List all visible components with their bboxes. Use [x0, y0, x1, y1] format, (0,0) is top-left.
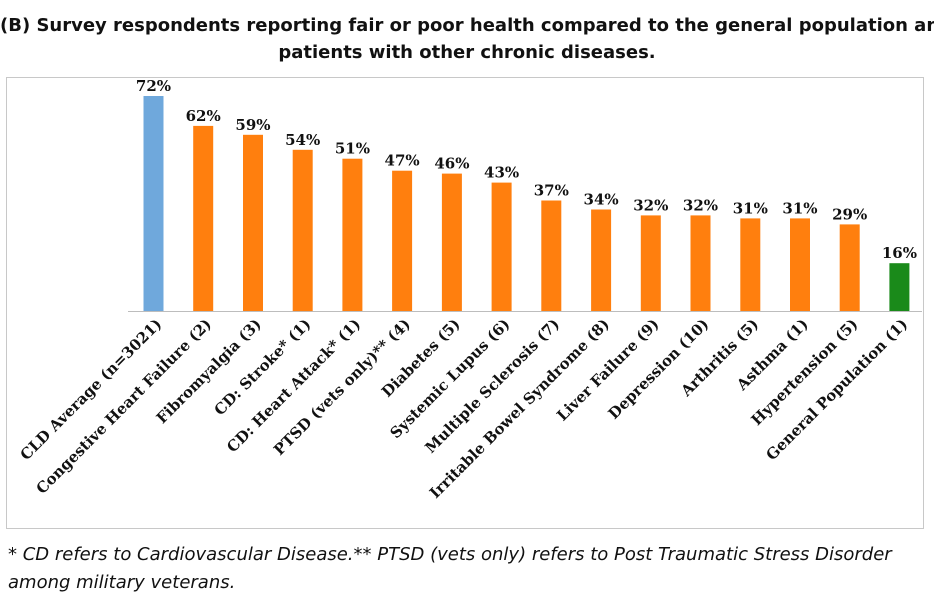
bar [839, 224, 860, 311]
x-tick-label: Irritable Bowel Syndrome (8) [426, 315, 613, 502]
data-label: 31% [733, 199, 768, 217]
footnote: * CD refers to Cardiovascular Disease.**… [8, 541, 928, 597]
chart-title-line-1: (B) Survey respondents reporting fair or… [0, 15, 934, 36]
bar [790, 218, 810, 311]
data-label: 43% [484, 164, 519, 182]
data-label: 72% [136, 77, 171, 95]
chart-title-line-2: patients with other chronic diseases. [278, 42, 656, 63]
data-label: 54% [285, 131, 320, 149]
bar [740, 218, 761, 311]
x-tick-label: Congestive Heart Failure (2) [33, 315, 215, 497]
bar [491, 182, 512, 311]
data-label: 47% [385, 152, 420, 170]
data-label: 32% [633, 196, 668, 214]
bar [392, 170, 413, 311]
footnote-line-1: * CD refers to Cardiovascular Disease.**… [8, 544, 892, 565]
data-label: 37% [534, 182, 569, 200]
data-label: 16% [882, 244, 917, 262]
bar [342, 158, 363, 311]
bar [193, 125, 214, 312]
chart-title: (B) Survey respondents reporting fair or… [0, 12, 934, 66]
data-label: 29% [832, 205, 867, 223]
footnote-line-2: among military veterans. [8, 572, 236, 593]
bar [243, 134, 263, 311]
bar [591, 209, 612, 311]
bar [441, 173, 462, 311]
data-label: 34% [584, 191, 619, 209]
bar [292, 149, 313, 312]
bar [541, 200, 562, 311]
bar-chart: 72%CLD Average (n=3021)62%Congestive Hea… [17, 77, 922, 502]
data-label: 62% [186, 107, 221, 125]
data-label: 51% [335, 140, 370, 158]
data-label: 59% [235, 116, 270, 134]
data-label: 31% [782, 199, 817, 217]
data-label: 46% [434, 155, 469, 173]
bar [690, 215, 711, 311]
bar [889, 263, 910, 311]
plot-area-frame [6, 77, 924, 529]
bar [143, 96, 164, 311]
data-label: 32% [683, 196, 718, 214]
bar [640, 215, 661, 311]
